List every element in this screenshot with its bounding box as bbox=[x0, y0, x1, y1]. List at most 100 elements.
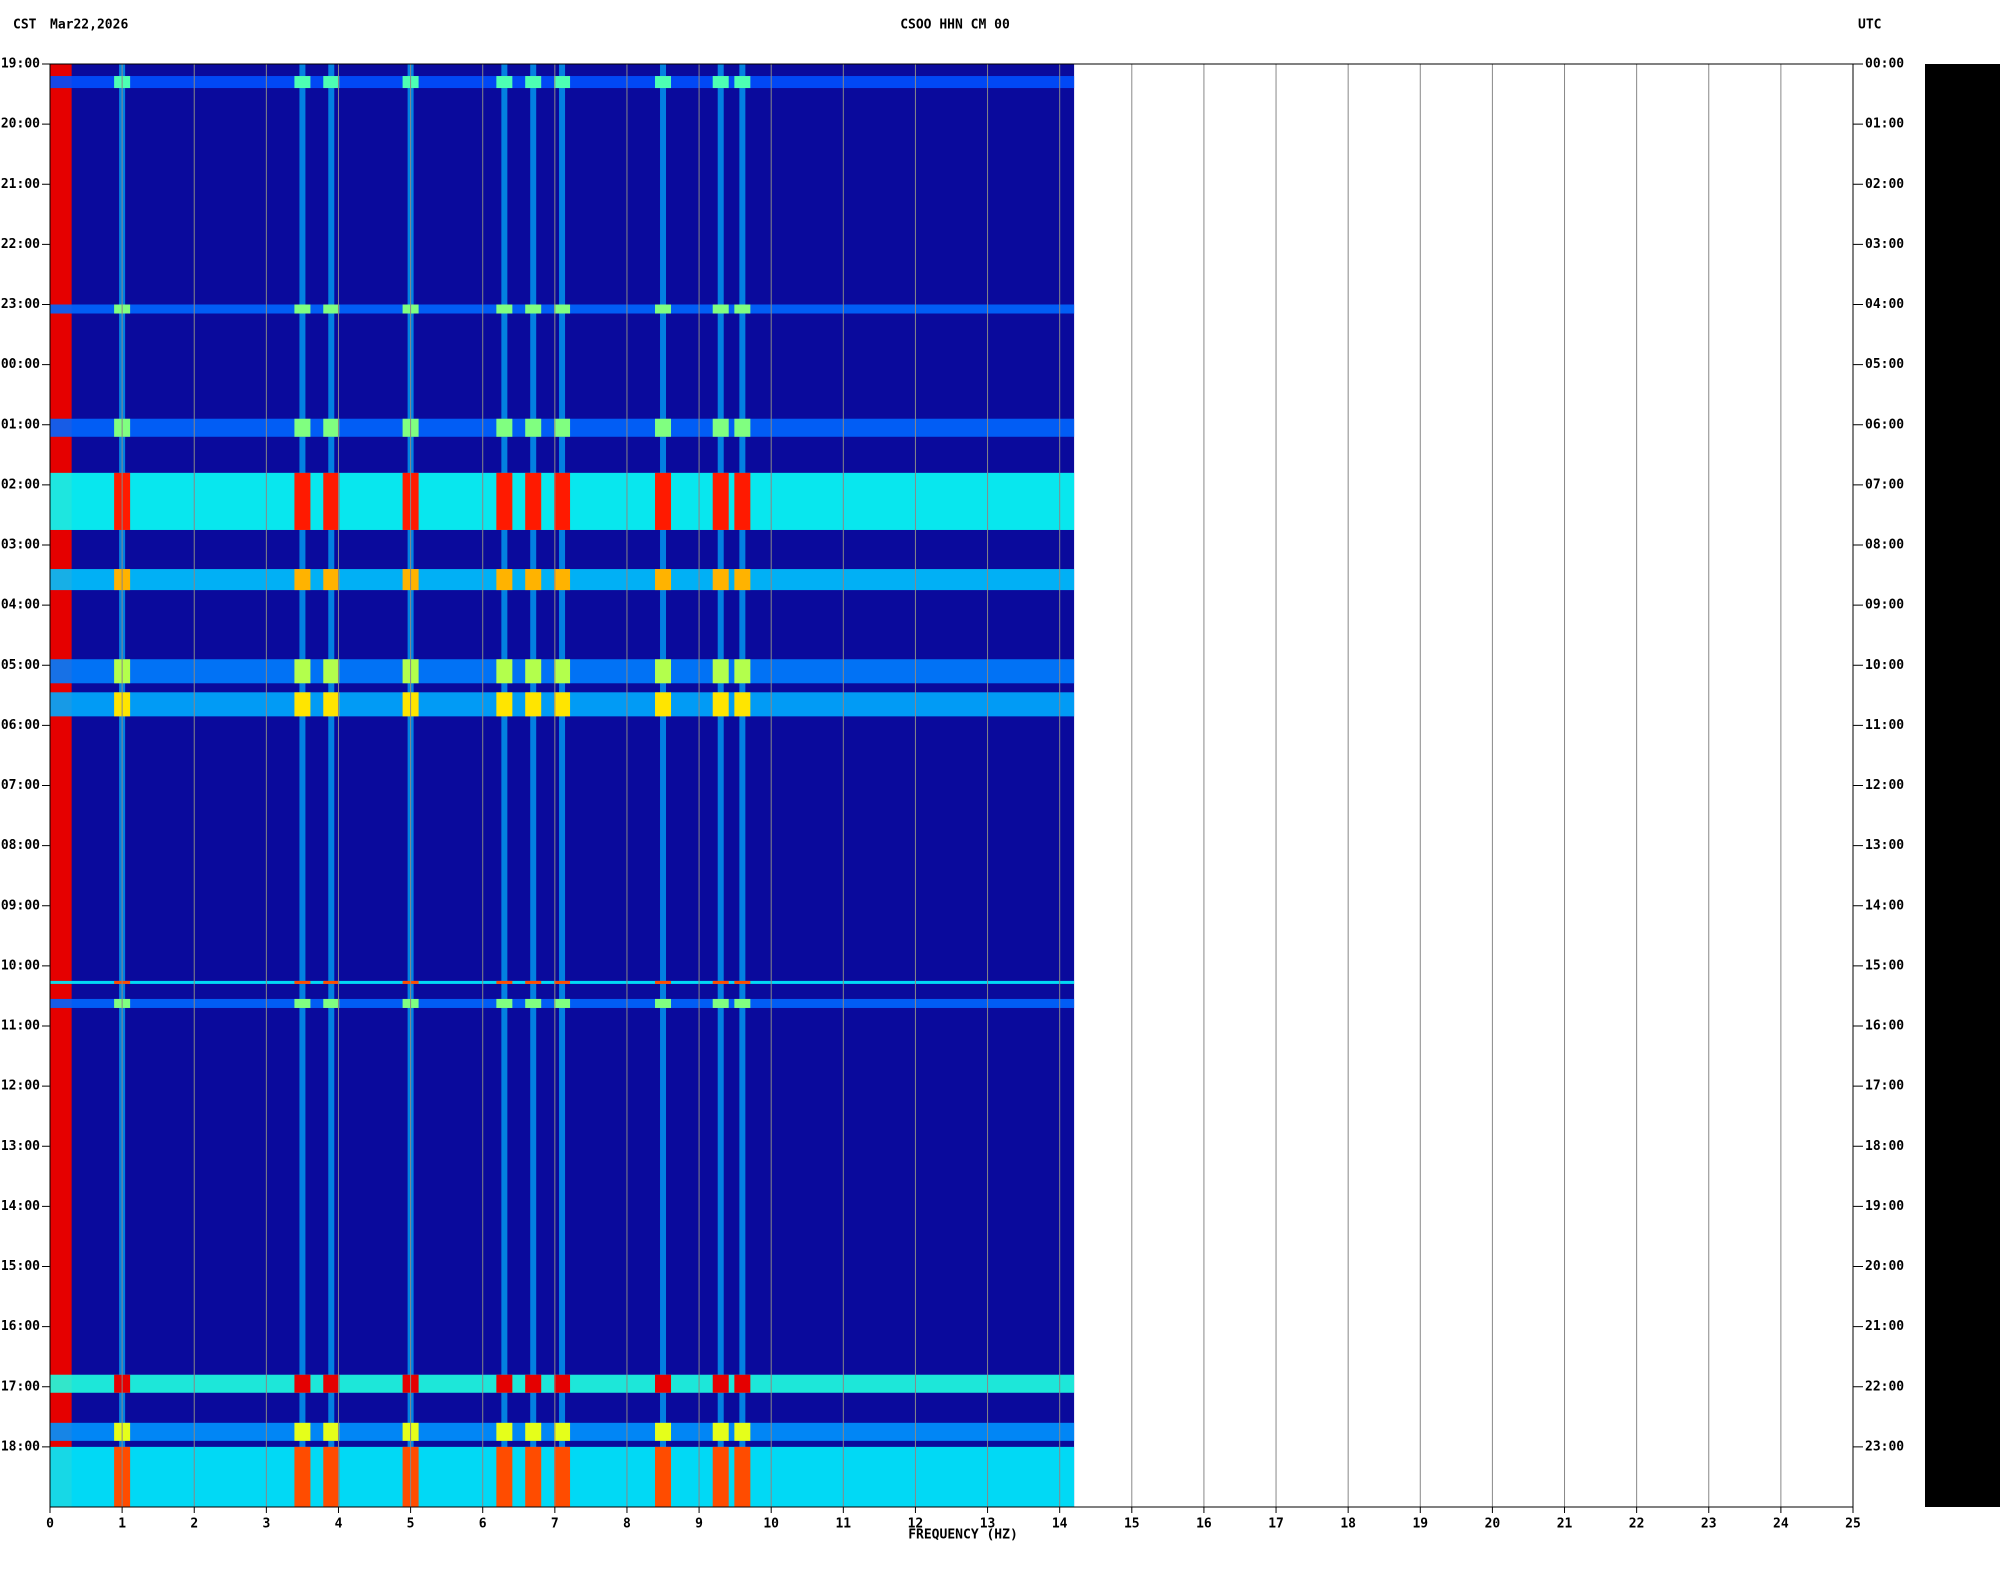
event-hotspot bbox=[323, 659, 340, 684]
event-hotspot bbox=[655, 472, 672, 530]
event-hotspot bbox=[655, 304, 672, 314]
y2-tick-label: 19:00 bbox=[1865, 1199, 1904, 1214]
y2-tick-label: 22:00 bbox=[1865, 1379, 1904, 1394]
event-hotspot bbox=[734, 1446, 751, 1507]
event-hotspot bbox=[734, 998, 751, 1008]
x-tick-label: 11 bbox=[835, 1517, 851, 1532]
x-tick-label: 7 bbox=[551, 1517, 559, 1532]
event-hotspot bbox=[655, 692, 672, 717]
event-hotspot bbox=[734, 472, 751, 530]
event-hotspot bbox=[496, 569, 513, 591]
helicorder-strip bbox=[1925, 64, 2000, 1507]
event-hotspot bbox=[323, 304, 340, 314]
event-hotspot bbox=[496, 659, 513, 684]
y2-tick-label: 11:00 bbox=[1865, 718, 1904, 733]
event-hotspot bbox=[655, 980, 672, 984]
event-hotspot bbox=[554, 76, 571, 89]
event-hotspot bbox=[554, 569, 571, 591]
event-hotspot bbox=[712, 692, 729, 717]
event-hotspot bbox=[496, 1422, 513, 1441]
event-hotspot bbox=[525, 659, 542, 684]
event-hotspot bbox=[323, 1374, 340, 1393]
event-hotspot bbox=[294, 1374, 311, 1393]
x-tick-label: 2 bbox=[190, 1517, 198, 1532]
event-hotspot bbox=[323, 418, 340, 437]
event-hotspot bbox=[496, 472, 513, 530]
event-hotspot bbox=[554, 304, 571, 314]
spectral-line bbox=[530, 64, 537, 1507]
event-hotspot bbox=[734, 569, 751, 591]
event-hotspot bbox=[323, 692, 340, 717]
event-hotspot bbox=[294, 418, 311, 437]
event-hotspot bbox=[655, 1374, 672, 1393]
y2-tick-label: 06:00 bbox=[1865, 417, 1904, 432]
event-hotspot bbox=[734, 1422, 751, 1441]
event-hotspot bbox=[712, 76, 729, 89]
event-hotspot bbox=[655, 569, 672, 591]
event-hotspot bbox=[496, 980, 513, 984]
x-tick-label: 19 bbox=[1412, 1517, 1428, 1532]
y-tick-label: 13:00 bbox=[1, 1139, 40, 1154]
event-hotspot bbox=[712, 1374, 729, 1393]
spectral-line bbox=[717, 64, 724, 1507]
event-hotspot bbox=[323, 76, 340, 89]
event-hotspot bbox=[525, 418, 542, 437]
y-tick-label: 19:00 bbox=[1, 57, 40, 72]
event-hotspot bbox=[734, 76, 751, 89]
event-hotspot bbox=[294, 76, 311, 89]
chart-title: CSOO HHN CM 00 bbox=[900, 18, 1010, 33]
event-hotspot bbox=[496, 418, 513, 437]
event-hotspot bbox=[496, 998, 513, 1008]
y2-tick-label: 07:00 bbox=[1865, 477, 1904, 492]
x-axis-label: FREQUENCY (HZ) bbox=[908, 1528, 1018, 1543]
event-hotspot bbox=[525, 692, 542, 717]
event-hotspot bbox=[554, 472, 571, 530]
spectral-line bbox=[660, 64, 667, 1507]
timezone-right: UTC bbox=[1858, 18, 1881, 33]
event-hotspot bbox=[525, 569, 542, 591]
y2-tick-label: 08:00 bbox=[1865, 538, 1904, 553]
spectral-line bbox=[739, 64, 746, 1507]
y-tick-label: 08:00 bbox=[1, 838, 40, 853]
event-hotspot bbox=[525, 998, 542, 1008]
y2-tick-label: 12:00 bbox=[1865, 778, 1904, 793]
x-tick-label: 0 bbox=[46, 1517, 54, 1532]
event-hotspot bbox=[496, 1374, 513, 1393]
event-hotspot bbox=[525, 1374, 542, 1393]
event-hotspot bbox=[734, 692, 751, 717]
y-tick-label: 20:00 bbox=[1, 117, 40, 132]
x-tick-label: 22 bbox=[1629, 1517, 1645, 1532]
x-tick-label: 12 bbox=[908, 1517, 924, 1532]
y2-tick-label: 05:00 bbox=[1865, 357, 1904, 372]
x-tick-label: 5 bbox=[407, 1517, 415, 1532]
y2-tick-label: 01:00 bbox=[1865, 117, 1904, 132]
x-tick-label: 10 bbox=[763, 1517, 779, 1532]
y-tick-label: 09:00 bbox=[1, 898, 40, 913]
y2-tick-label: 20:00 bbox=[1865, 1259, 1904, 1274]
x-tick-label: 14 bbox=[1052, 1517, 1068, 1532]
event-hotspot bbox=[496, 304, 513, 314]
event-hotspot bbox=[323, 1446, 340, 1507]
event-hotspot bbox=[496, 1446, 513, 1507]
event-hotspot bbox=[712, 418, 729, 437]
event-hotspot bbox=[496, 692, 513, 717]
x-tick-label: 25 bbox=[1845, 1517, 1861, 1532]
x-tick-label: 4 bbox=[335, 1517, 343, 1532]
y-tick-label: 23:00 bbox=[1, 297, 40, 312]
event-hotspot bbox=[525, 1446, 542, 1507]
event-hotspot bbox=[525, 76, 542, 89]
event-hotspot bbox=[712, 998, 729, 1008]
event-hotspot bbox=[294, 1446, 311, 1507]
y2-tick-label: 10:00 bbox=[1865, 658, 1904, 673]
event-hotspot bbox=[525, 980, 542, 984]
event-hotspot bbox=[294, 304, 311, 314]
y-tick-label: 10:00 bbox=[1, 958, 40, 973]
y2-tick-label: 03:00 bbox=[1865, 237, 1904, 252]
event-hotspot bbox=[554, 1374, 571, 1393]
y2-tick-label: 04:00 bbox=[1865, 297, 1904, 312]
y2-tick-label: 02:00 bbox=[1865, 177, 1904, 192]
y-tick-label: 18:00 bbox=[1, 1439, 40, 1454]
event-hotspot bbox=[294, 569, 311, 591]
event-hotspot bbox=[655, 998, 672, 1008]
